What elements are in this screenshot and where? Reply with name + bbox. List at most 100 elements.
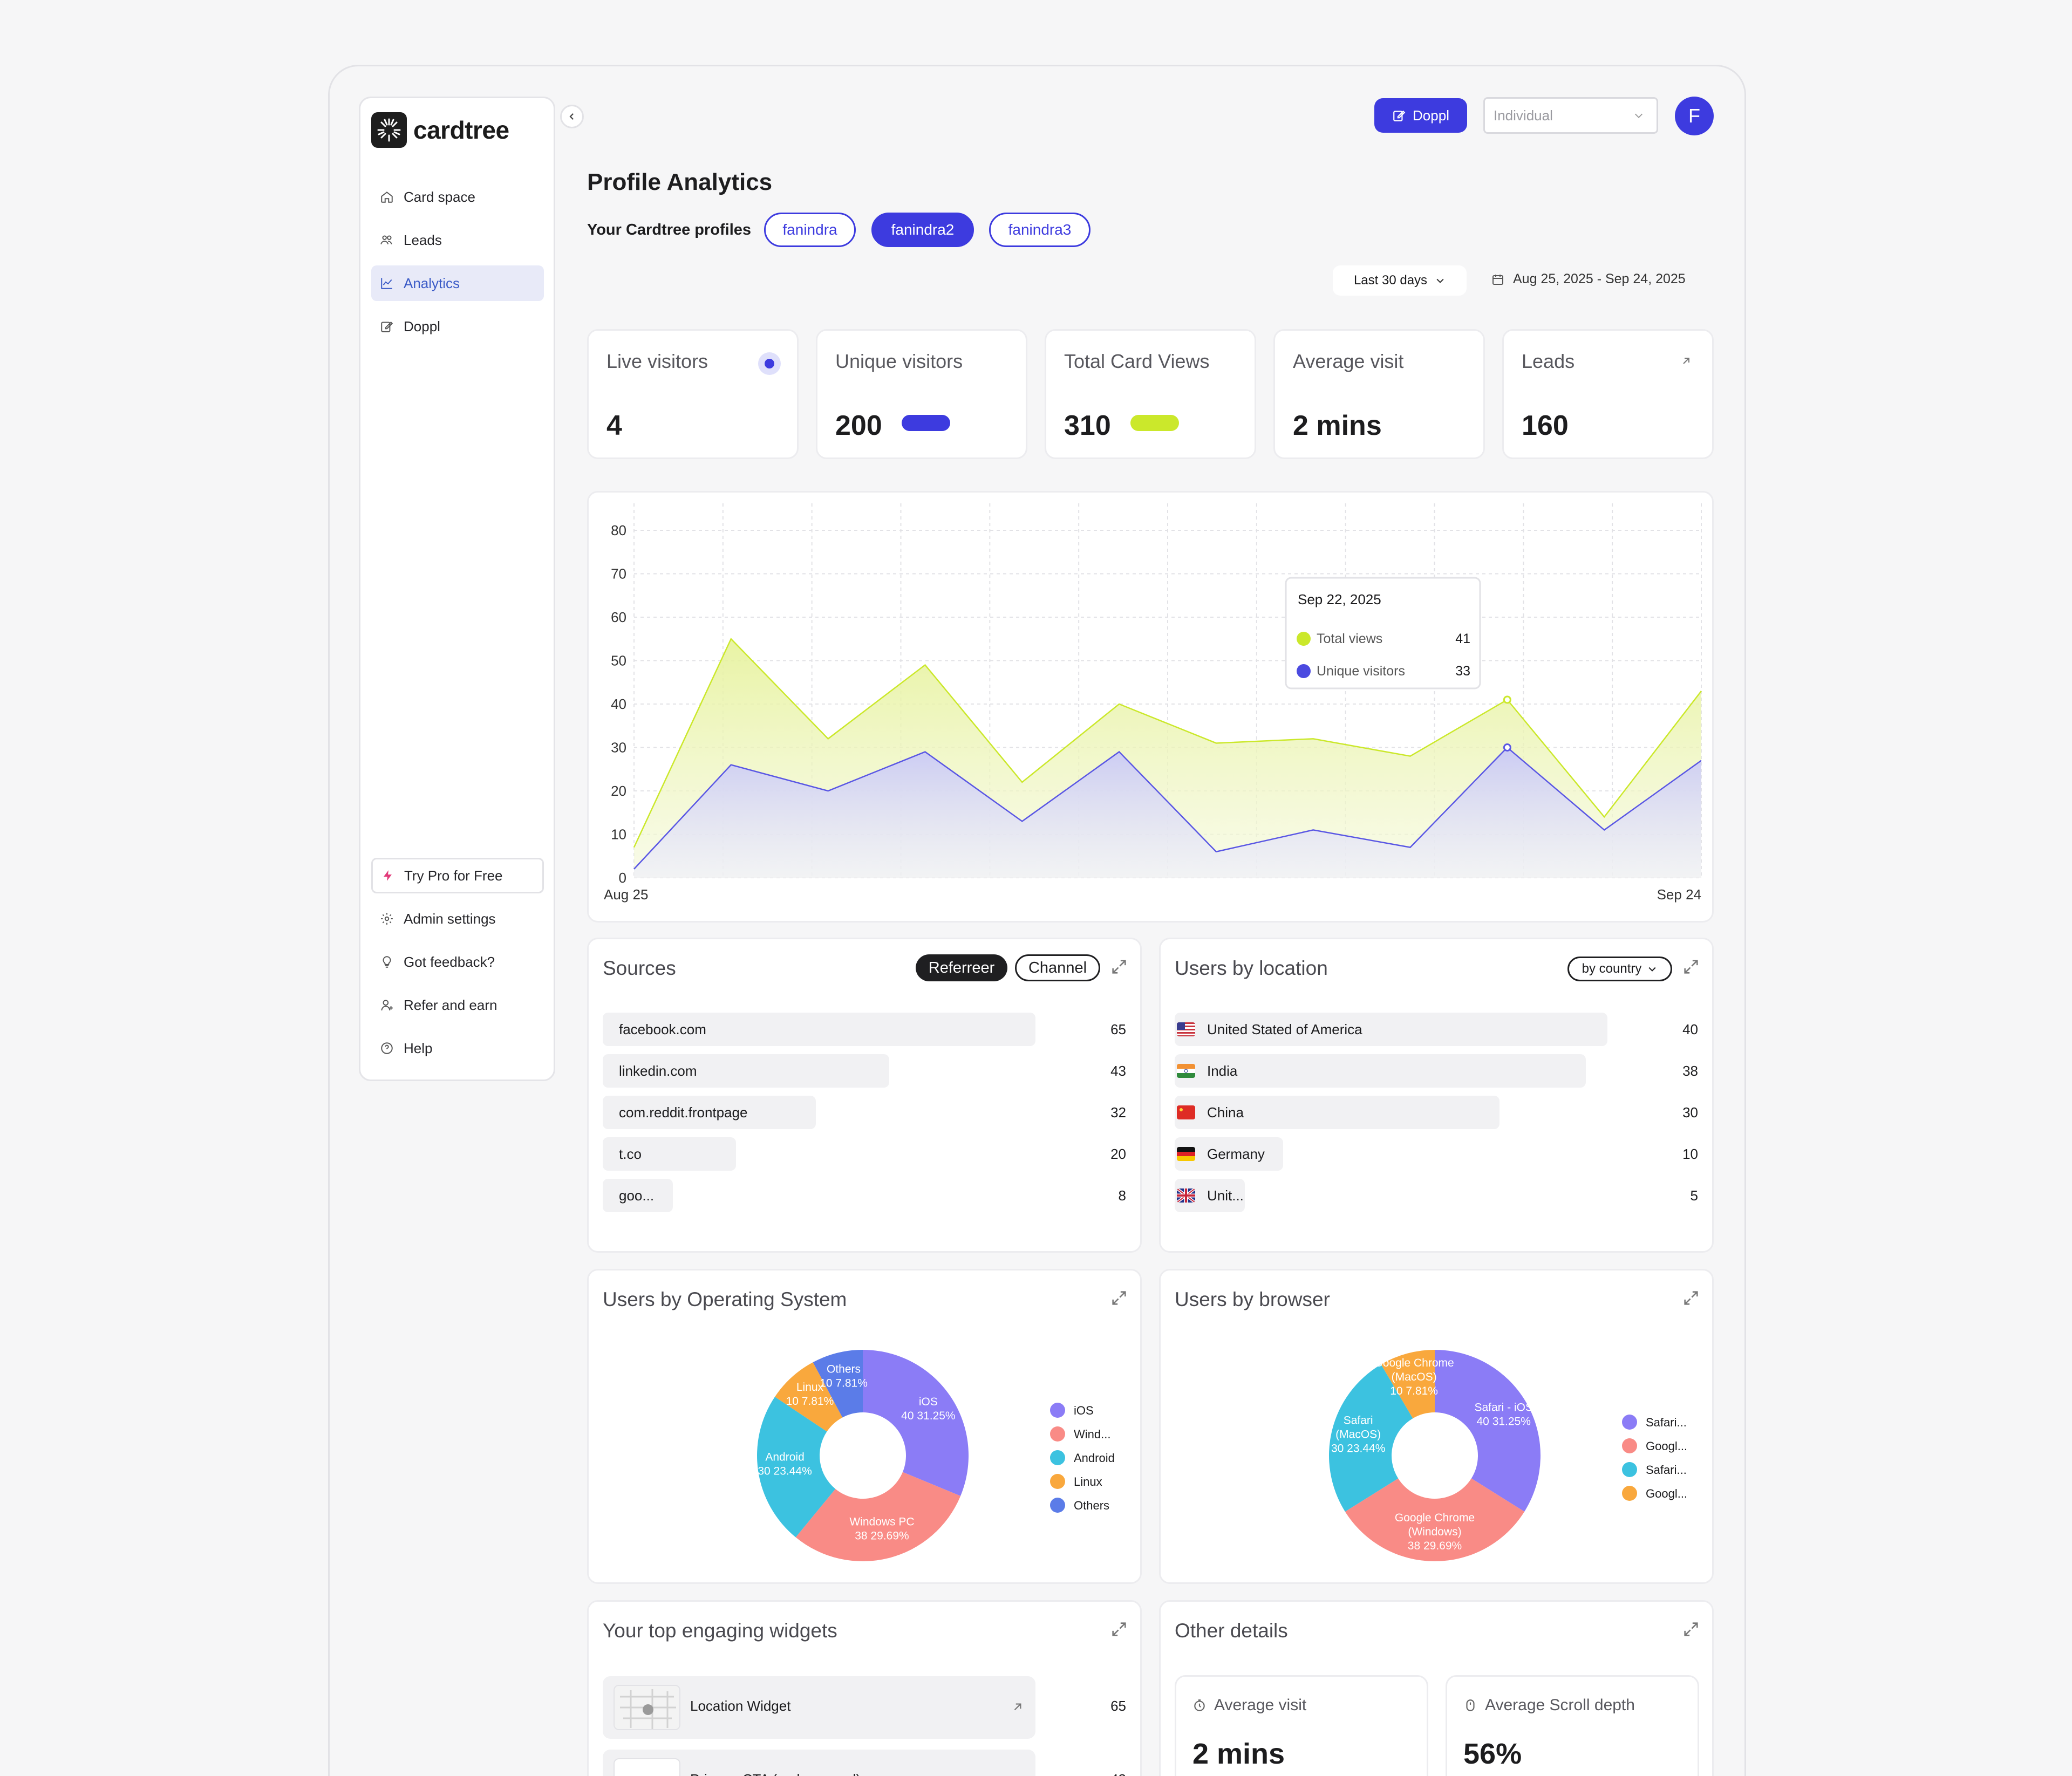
sidebar-item-refer[interactable]: Refer and earn [371,987,544,1023]
location-title: Users by location [1175,957,1328,979]
help-icon [381,1042,393,1054]
slice-label: 38 29.69% [1408,1540,1462,1552]
os-donut-chart[interactable]: iOS 40 31.25% Windows PC 38 29.69% Android 30… [589,1270,1140,1582]
location-filter-value: by country [1582,961,1642,976]
collapse-sidebar-button[interactable] [560,105,584,128]
list-item-bar[interactable] [603,1096,816,1129]
tab-referrer[interactable]: Referreer [916,954,1007,981]
sidebar-item-card-space[interactable]: Card space [371,179,544,215]
sidebar-item-help[interactable]: Help [371,1030,544,1066]
profile-chip-fanindra3[interactable]: fanindra3 [989,213,1090,247]
average-visit-tile: Average visit 2 mins [1175,1675,1428,1776]
sidebar-item-analytics[interactable]: Analytics [371,265,544,301]
widget-label: Location Widget [690,1698,791,1714]
mini-label-text: Average Scroll depth [1485,1696,1635,1714]
doppl-button[interactable]: Doppl [1374,98,1467,133]
donut-slice[interactable] [1329,1364,1413,1512]
list-item-bar[interactable] [603,1137,736,1171]
browser-donut-chart[interactable]: Safari - iOS 40 31.25% Google Chrome (Windo… [1161,1270,1712,1582]
visitors-chart[interactable]: 0 10 20 30 40 50 60 70 80 Aug 25 Sep 24 Sep 22, 202… [589,493,1712,921]
widget-thumbnail [614,1758,680,1776]
expand-icon[interactable] [1682,1620,1700,1638]
tooltip-legend-dot [1297,664,1311,678]
date-range-select[interactable]: Last 30 days [1333,265,1467,296]
sidebar-item-admin-settings[interactable]: Admin settings [371,901,544,937]
list-item-bar[interactable] [1175,1054,1586,1088]
hover-point[interactable] [1503,743,1511,752]
list-item-label: t.co [619,1137,642,1171]
donut-slice[interactable] [795,1472,961,1561]
sidebar-item-label: Admin settings [404,910,496,927]
profile-chip-label: fanindra2 [891,221,955,238]
sidebar-item-label: Leads [404,231,442,248]
location-filter-select[interactable]: by country [1567,957,1672,981]
expand-icon[interactable] [1682,1289,1700,1307]
tab-channel[interactable]: Channel [1015,954,1100,981]
chart-icon [381,278,392,289]
sidebar-item-leads[interactable]: Leads [371,222,544,258]
logo[interactable]: cardtree [371,112,509,148]
donut-slice[interactable] [1435,1350,1541,1512]
list-item-text: China [1207,1104,1244,1121]
arrow-up-right-icon [1014,1703,1021,1711]
list-item-bar[interactable] [603,1013,1035,1046]
donut-slice[interactable] [1381,1350,1435,1419]
donut-slice[interactable] [775,1362,843,1432]
legend-label: iOS [1074,1404,1094,1417]
list-item-label: Unit... [1177,1179,1244,1212]
widget-row[interactable]: Primary CTA (on hero card) [603,1750,1035,1776]
list-item-text: Unit... [1207,1187,1244,1204]
list-item-bar[interactable] [1175,1096,1500,1129]
profile-chip-fanindra2[interactable]: fanindra2 [871,213,974,247]
tab-label: Channel [1028,959,1087,976]
list-item-text: goo... [619,1187,655,1204]
stat-value: 310 [1064,410,1111,441]
scroll-icon [1466,1699,1475,1711]
widget-label: Primary CTA (on hero card) [690,1771,861,1776]
account-type-select[interactable]: Individual [1483,97,1658,134]
expand-icon[interactable] [1110,958,1128,976]
mini-label-text: Average visit [1214,1696,1307,1714]
donut-slice[interactable] [863,1350,969,1497]
bolt-icon [384,870,392,881]
stat-card-leads[interactable]: Leads 160 [1502,329,1714,459]
stat-card-average-visit: Average visit 2 mins [1273,329,1485,459]
sidebar-item-feedback[interactable]: Got feedback? [371,944,544,980]
arrow-up-right-icon [1683,358,1689,364]
sidebar-item-label: Help [404,1040,433,1056]
list-item-bar[interactable] [603,1179,673,1212]
expand-icon[interactable] [1682,958,1700,976]
donut-slice[interactable] [1345,1478,1525,1561]
widgets-title: Your top engaging widgets [603,1620,837,1642]
sources-title: Sources [603,957,676,979]
hover-point[interactable] [1503,695,1511,704]
widget-row[interactable]: Location Widget [603,1676,1035,1739]
tooltip-row-label: Unique visitors [1317,664,1405,679]
stat-card-live-visitors: Live visitors 4 [587,329,799,459]
stat-label: Leads [1522,350,1575,372]
sidebar: cardtree Card space Leads Analytics Dopp… [359,97,555,1081]
donut-slice[interactable] [813,1350,863,1418]
stat-label: Unique visitors [835,350,963,372]
tooltip-row-label: Total views [1317,631,1382,646]
expand-icon[interactable] [1110,1620,1128,1638]
sidebar-item-doppl[interactable]: Doppl [371,309,544,344]
legend-label: Others [1074,1499,1109,1512]
list-item-bar[interactable] [1175,1013,1607,1046]
list-item-bar[interactable] [603,1054,889,1088]
avatar[interactable]: F [1675,97,1714,135]
try-pro-button[interactable]: Try Pro for Free [371,858,544,893]
donut-slice[interactable] [757,1397,836,1538]
sidebar-item-label: Refer and earn [404,996,497,1013]
list-item-count: 8 [1118,1187,1126,1204]
profile-chip-fanindra[interactable]: fanindra [764,213,856,247]
arrow-up-right-icon [1011,1773,1025,1776]
mini-label: Average Scroll depth [1463,1696,1635,1714]
expand-icon[interactable] [1110,1289,1128,1307]
other-details-card: Other details Average visit 2 mins Avera… [1159,1600,1714,1776]
list-item-text: linkedin.com [619,1062,697,1079]
series-area-unique-visitors [634,747,1701,878]
list-item-count: 38 [1682,1062,1698,1079]
legend-label: Googl... [1646,1439,1687,1453]
date-range-display[interactable]: Aug 25, 2025 - Sep 24, 2025 [1491,271,1686,287]
